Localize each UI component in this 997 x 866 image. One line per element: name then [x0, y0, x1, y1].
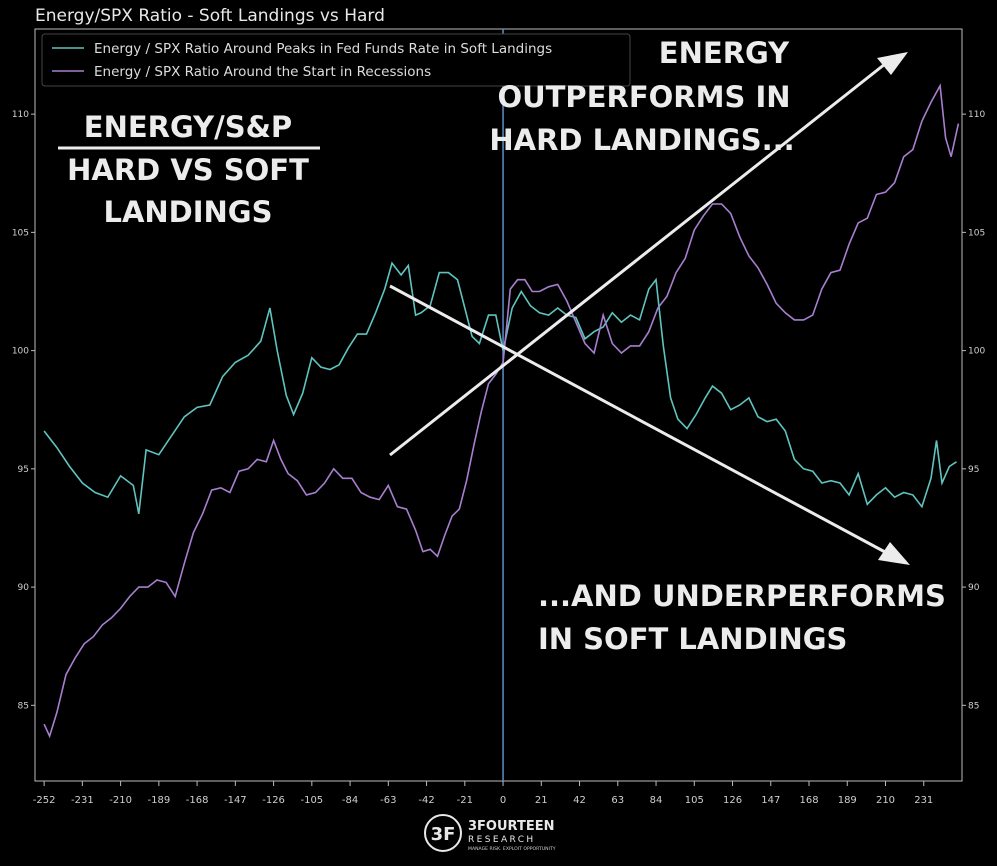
logo-tagline: MANAGE RISK. EXPLOIT OPPORTUNITY	[468, 846, 556, 852]
logo-mark-icon: 3F	[431, 824, 456, 845]
annotation-left-line-3: LANDINGS	[103, 195, 272, 229]
brand-logo: 3F 3FOURTEEN RESEARCH MANAGE RISK. EXPLO…	[424, 814, 556, 852]
y-tick-label-left: 95	[18, 465, 29, 475]
y-tick-label-right: 85	[968, 701, 979, 711]
annotation-soft-line-1: ...AND UNDERPERFORMS	[538, 579, 946, 613]
y-tick-label-right: 100	[968, 347, 985, 357]
annotation-soft-landings: ...AND UNDERPERFORMS IN SOFT LANDINGS	[538, 579, 946, 656]
x-tick-label: -189	[147, 795, 170, 806]
x-tick-label: 210	[876, 795, 895, 806]
y-tick-label-right: 105	[968, 228, 985, 238]
plot-frame	[34, 28, 963, 782]
logo-name: 3FOURTEEN	[468, 819, 554, 834]
y-tick-label-left: 110	[12, 110, 29, 120]
y-tick-label-left: 100	[12, 347, 29, 357]
legend-label-soft: Energy / SPX Ratio Around Peaks in Fed F…	[94, 41, 552, 57]
annotation-hard-line-2: OUTPERFORMS IN	[497, 80, 790, 114]
x-tick-label: 63	[611, 795, 624, 806]
legend-label-recessions: Energy / SPX Ratio Around the Start in R…	[94, 64, 431, 80]
annotation-hard-landings: ENERGY OUTPERFORMS IN HARD LANDINGS...	[489, 36, 794, 157]
x-axis: -252 -231 -210 -189 -168 -147 -126 -105 -84 -63 -4…	[33, 781, 933, 806]
x-tick-label: 84	[650, 795, 663, 806]
y-tick-label-left: 105	[12, 228, 29, 238]
annotation-left-title: ENERGY/S&P HARD VS SOFT LANDINGS	[58, 110, 320, 229]
x-tick-label: 21	[535, 795, 548, 806]
x-tick-label: -21	[457, 795, 473, 806]
annotation-left-line-1: ENERGY/S&P	[84, 110, 292, 144]
legend-box	[41, 33, 631, 87]
x-tick-label: 231	[914, 795, 933, 806]
down-arrow-head	[878, 542, 910, 565]
y-tick-label-right: 90	[968, 583, 980, 593]
y-axis-right: 85 90 95 100 105 110	[962, 110, 985, 711]
chart-title: Energy/SPX Ratio - Soft Landings vs Hard	[35, 6, 385, 26]
x-tick-label: 105	[685, 795, 704, 806]
y-axis-left: 85 90 95 100 105 110	[12, 110, 35, 711]
annotation-hard-line-3: HARD LANDINGS...	[489, 123, 794, 157]
x-tick-label: 126	[723, 795, 742, 806]
series-line-soft-landings	[43, 261, 957, 514]
annotation-arrows	[389, 52, 910, 565]
x-tick-label: 168	[799, 795, 818, 806]
x-tick-label: -252	[33, 795, 56, 806]
x-tick-label: 42	[573, 795, 586, 806]
y-tick-label-left: 90	[18, 583, 30, 593]
down-arrow-line	[389, 284, 886, 554]
x-tick-label: -63	[380, 795, 396, 806]
y-tick-label-left: 85	[18, 701, 29, 711]
up-arrow-head	[877, 52, 908, 75]
annotation-hard-line-1: ENERGY	[659, 36, 790, 70]
x-tick-label: 147	[761, 795, 780, 806]
series-line-recessions	[43, 83, 960, 739]
x-tick-label: -231	[71, 795, 94, 806]
x-tick-label: -84	[342, 795, 358, 806]
logo-sub: RESEARCH	[468, 835, 536, 845]
x-tick-label: -210	[109, 795, 132, 806]
annotation-soft-line-2: IN SOFT LANDINGS	[538, 622, 847, 656]
x-tick-label: -42	[418, 795, 434, 806]
up-arrow-line	[389, 62, 886, 457]
logo-circle-icon	[424, 814, 462, 852]
annotation-left-line-2: HARD VS SOFT	[67, 153, 309, 187]
y-tick-label-right: 110	[968, 110, 985, 120]
x-tick-label: -105	[300, 795, 323, 806]
x-tick-label: -147	[224, 795, 247, 806]
x-tick-label: 189	[838, 795, 857, 806]
x-tick-label: 0	[500, 795, 506, 806]
legend: Energy / SPX Ratio Around Peaks in Fed F…	[41, 33, 631, 87]
x-tick-label: -168	[186, 795, 209, 806]
x-tick-label: -126	[262, 795, 285, 806]
y-tick-label-right: 95	[968, 465, 979, 475]
